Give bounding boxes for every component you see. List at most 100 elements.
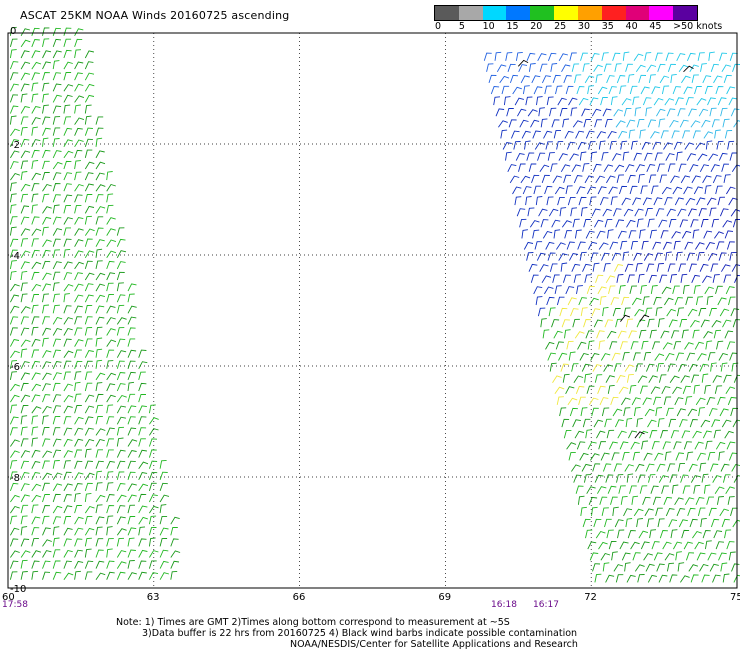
wind-barb-east (713, 75, 723, 84)
wind-barb-west (20, 339, 31, 347)
wind-barb-east (538, 208, 548, 217)
wind-barb-west (31, 472, 41, 480)
wind-barb-east (719, 52, 728, 61)
wind-barb-east (517, 108, 527, 117)
wind-barb-east (640, 541, 650, 550)
wind-barb-east (630, 541, 640, 550)
wind-barb-west (138, 471, 148, 480)
wind-barb-west (127, 416, 136, 425)
wind-barb-west (42, 38, 50, 47)
wind-barb-east (583, 474, 592, 483)
wind-barb-east (653, 197, 663, 206)
wind-barb-east (638, 430, 649, 439)
wind-barb-east (669, 574, 678, 583)
wind-barb-east (621, 296, 630, 306)
wind-barb-east (712, 175, 722, 184)
wind-barb-west (116, 561, 127, 569)
wind-barb-east (696, 197, 706, 206)
wind-barb-east (579, 151, 587, 161)
wind-barb-west (159, 504, 167, 514)
wind-barb-east (628, 129, 636, 139)
wind-barb-west (95, 260, 103, 269)
wind-barb-west (148, 494, 158, 503)
wind-barb-east (734, 274, 740, 283)
wind-barb-west (74, 393, 82, 403)
wind-barb-west (52, 72, 62, 81)
wind-barb-east (659, 274, 668, 283)
wind-barb-west (52, 560, 61, 569)
wind-barb-west (10, 128, 20, 136)
wind-barb-east (668, 218, 677, 228)
wind-barb-west (106, 505, 115, 514)
wind-barb-west (42, 571, 51, 580)
wind-barb-east (711, 218, 719, 228)
wind-barb-west (74, 349, 82, 358)
wind-barb-east (573, 175, 583, 184)
wind-barb-west (127, 460, 136, 469)
wind-barb-east (602, 463, 612, 472)
wind-barb-west (95, 348, 103, 358)
wind-barb-east (619, 541, 629, 550)
wind-barb-east (621, 552, 631, 561)
wind-barb-west (42, 260, 51, 270)
wind-barb-west (20, 504, 29, 514)
wind-barb-east (615, 219, 624, 228)
wind-barb-east (627, 274, 635, 283)
wind-barb-west (20, 205, 30, 214)
wind-barb-east (571, 464, 581, 472)
wind-barb-east (675, 551, 682, 561)
wind-barb-west (52, 83, 62, 92)
wind-barb-east (694, 85, 702, 95)
wind-barb-east (611, 352, 621, 361)
wind-barb-west (159, 572, 170, 580)
wind-barb-west (106, 250, 117, 259)
wind-barb-west (52, 271, 61, 281)
wind-barb-east (661, 186, 672, 195)
wind-barb-east (579, 352, 589, 361)
legend-label-0: 0 (435, 21, 442, 32)
wind-barb-west (20, 550, 31, 558)
wind-barb-east (713, 429, 721, 439)
wind-barb-west (95, 337, 103, 347)
wind-barb-east (590, 151, 598, 161)
x-tick-label-66: 66 (293, 592, 306, 603)
wind-barb-west (52, 472, 63, 481)
wind-barb-west (52, 138, 60, 147)
wind-barb-east (527, 109, 538, 117)
wind-barb-west (127, 405, 137, 414)
wind-barb-west (52, 449, 62, 458)
wind-barb-east (604, 219, 613, 228)
wind-barb-west (138, 493, 147, 503)
wind-barb-west (42, 149, 51, 159)
wind-barb-east (556, 242, 566, 250)
wind-barb-east (721, 264, 731, 272)
wind-barb-west (20, 405, 29, 414)
wind-barb-west (74, 283, 84, 292)
wind-barb-east (575, 385, 585, 394)
wind-barb-west (31, 560, 40, 569)
wind-barb-west (52, 238, 61, 247)
wind-barb-east (667, 63, 676, 72)
wind-barb-east (533, 185, 541, 195)
wind-barb-east (634, 564, 645, 572)
wind-barb-east (629, 85, 638, 95)
wind-barb-west (52, 38, 62, 48)
wind-barb-west (31, 271, 40, 281)
wind-barb-west (95, 516, 105, 525)
wind-barb-west (95, 194, 104, 203)
wind-barb-east (519, 218, 527, 228)
wind-barb-west (20, 426, 28, 436)
wind-barb-east (695, 296, 704, 306)
wind-barb-west (31, 27, 40, 36)
wind-barb-west (138, 505, 148, 514)
wind-barb-east (584, 75, 595, 84)
wind-barb-west (52, 50, 62, 59)
wind-barb-east (561, 64, 571, 73)
wind-barb-west (20, 183, 31, 192)
wind-barb-east (528, 63, 536, 72)
wind-barb-east (722, 118, 730, 128)
wind-barb-west (84, 360, 93, 369)
wind-barb-west (84, 294, 94, 303)
wind-barb-east (660, 330, 670, 339)
wind-barb-west (42, 527, 51, 536)
